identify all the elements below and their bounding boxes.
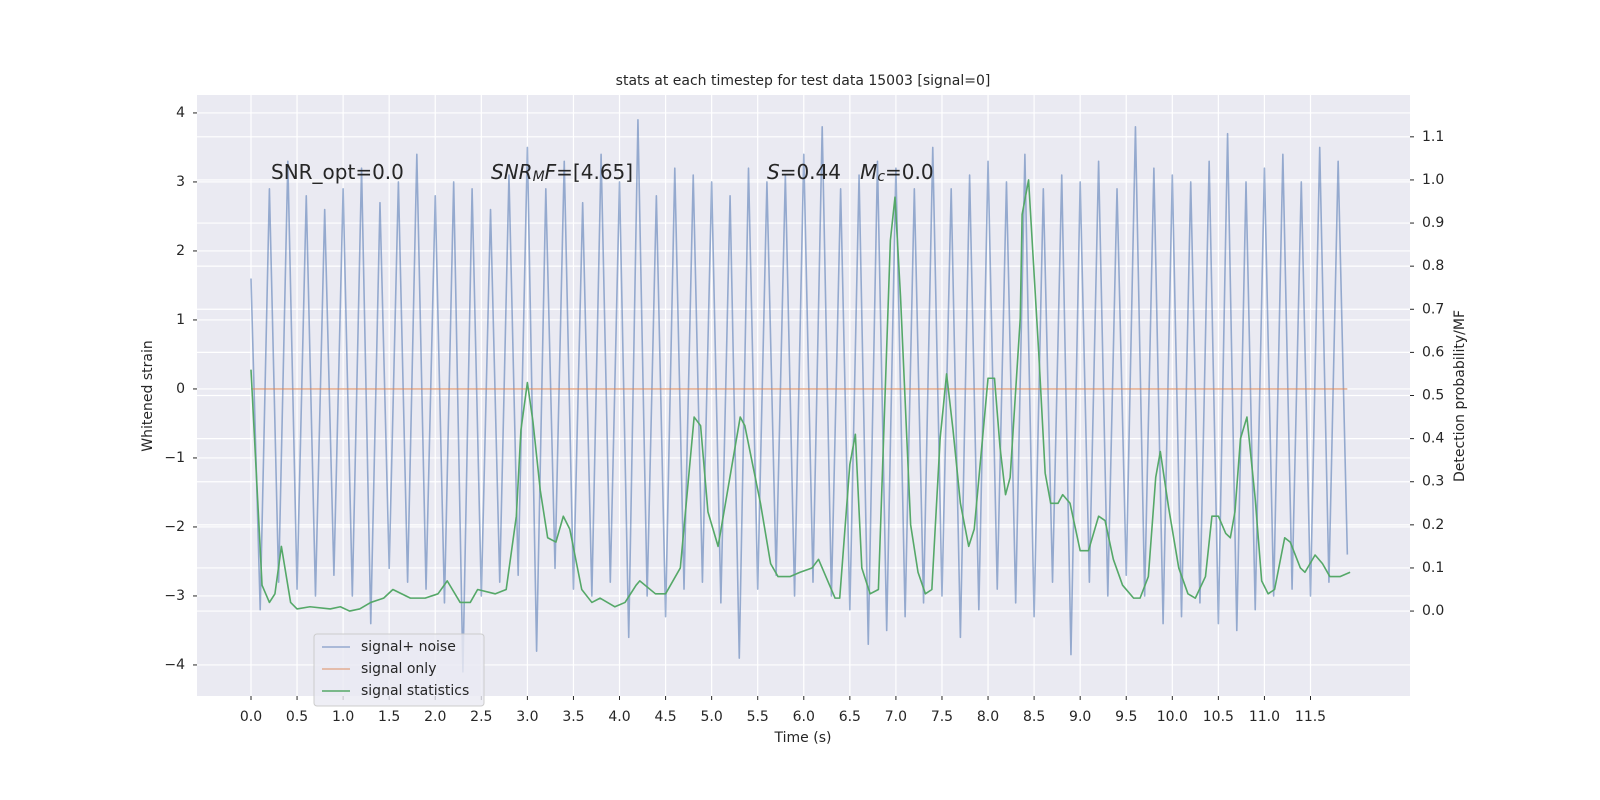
y-tick-label: 2	[176, 243, 185, 259]
y2-tick-label: 0.7	[1422, 301, 1444, 317]
x-tick-label: 8.5	[1023, 709, 1045, 725]
x-tick-label: 6.5	[839, 709, 861, 725]
x-tick-label: 11.0	[1249, 709, 1280, 725]
x-tick-label: 2.5	[470, 709, 492, 725]
annotation: SNRMF=[4.65]	[491, 160, 633, 186]
x-tick-label: 1.0	[332, 709, 354, 725]
y-tick-label: 4	[176, 105, 185, 121]
annotation-part: F	[545, 160, 557, 184]
x-tick-label: 0.5	[286, 709, 308, 725]
x-tick-label: 7.0	[885, 709, 907, 725]
x-tick-label: 3.5	[562, 709, 584, 725]
x-tick-label: 10.5	[1203, 709, 1234, 725]
annotation-part: c	[877, 169, 885, 185]
y2-tick-label: 0.6	[1422, 344, 1444, 360]
annotation-part: SNR_opt=0.0	[271, 160, 404, 184]
x-tick-label: 6.0	[793, 709, 815, 725]
y2-tick-label: 0.3	[1422, 474, 1444, 490]
y-tick-label: 3	[176, 174, 185, 190]
annotation-part: M	[860, 160, 877, 184]
x-axis-label: Time (s)	[774, 730, 832, 746]
x-tick-label: 7.5	[931, 709, 953, 725]
x-tick-label: 1.5	[378, 709, 400, 725]
legend-label: signal statistics	[361, 683, 469, 699]
legend-label: signal+ noise	[361, 639, 456, 655]
x-tick-label: 8.0	[977, 709, 999, 725]
y-tick-label: −3	[164, 588, 185, 604]
y2-tick-label: 0.2	[1422, 517, 1444, 533]
x-tick-label: 5.0	[701, 709, 723, 725]
x-tick-label: 4.5	[654, 709, 676, 725]
series-line	[250, 119, 1349, 673]
series-line	[250, 179, 1351, 612]
y-tick-label: 0	[176, 381, 185, 397]
annotation-part: S	[767, 160, 780, 184]
y2-axis-label: Detection probability/MF	[1452, 310, 1468, 482]
y-tick-label: −2	[164, 519, 185, 535]
y-tick-label: 1	[176, 312, 185, 328]
x-tick-label: 9.0	[1069, 709, 1091, 725]
annotation: SNR_opt=0.0	[271, 160, 404, 184]
y2-tick-label: 0.9	[1422, 215, 1444, 231]
chart-title: stats at each timestep for test data 150…	[616, 73, 991, 89]
y2-tick-label: 1.1	[1422, 129, 1444, 145]
y-axis-label: Whitened strain	[140, 340, 156, 451]
annotation: S=0.44 Mc=0.0	[767, 160, 934, 186]
legend-label: signal only	[361, 661, 436, 677]
x-tick-label: 2.0	[424, 709, 446, 725]
x-tick-label: 5.5	[747, 709, 769, 725]
annotation-part: =[4.65]	[556, 160, 633, 184]
annotation-part: SNR	[491, 160, 533, 184]
y2-tick-label: 0.1	[1422, 560, 1444, 576]
x-tick-label: 4.0	[608, 709, 630, 725]
y2-tick-label: 0.8	[1422, 258, 1444, 274]
y2-tick-label: 1.0	[1422, 172, 1444, 188]
x-tick-label: 11.5	[1295, 709, 1326, 725]
annotation-part: =0.0	[885, 160, 934, 184]
x-tick-label: 0.0	[240, 709, 262, 725]
x-tick-label: 9.5	[1115, 709, 1137, 725]
y2-tick-label: 0.4	[1422, 431, 1444, 447]
x-tick-label: 10.0	[1157, 709, 1188, 725]
y-tick-label: −1	[164, 450, 185, 466]
y2-tick-label: 0.5	[1422, 388, 1444, 404]
y2-tick-label: 0.0	[1422, 603, 1444, 619]
x-tick-label: 3.0	[516, 709, 538, 725]
annotation-part: M	[533, 169, 545, 185]
legend-box	[313, 633, 485, 707]
annotation-part: =0.44	[780, 160, 860, 184]
y-tick-label: −4	[164, 657, 185, 673]
legend: signal+ noise signal only signal statistic…	[313, 633, 485, 707]
